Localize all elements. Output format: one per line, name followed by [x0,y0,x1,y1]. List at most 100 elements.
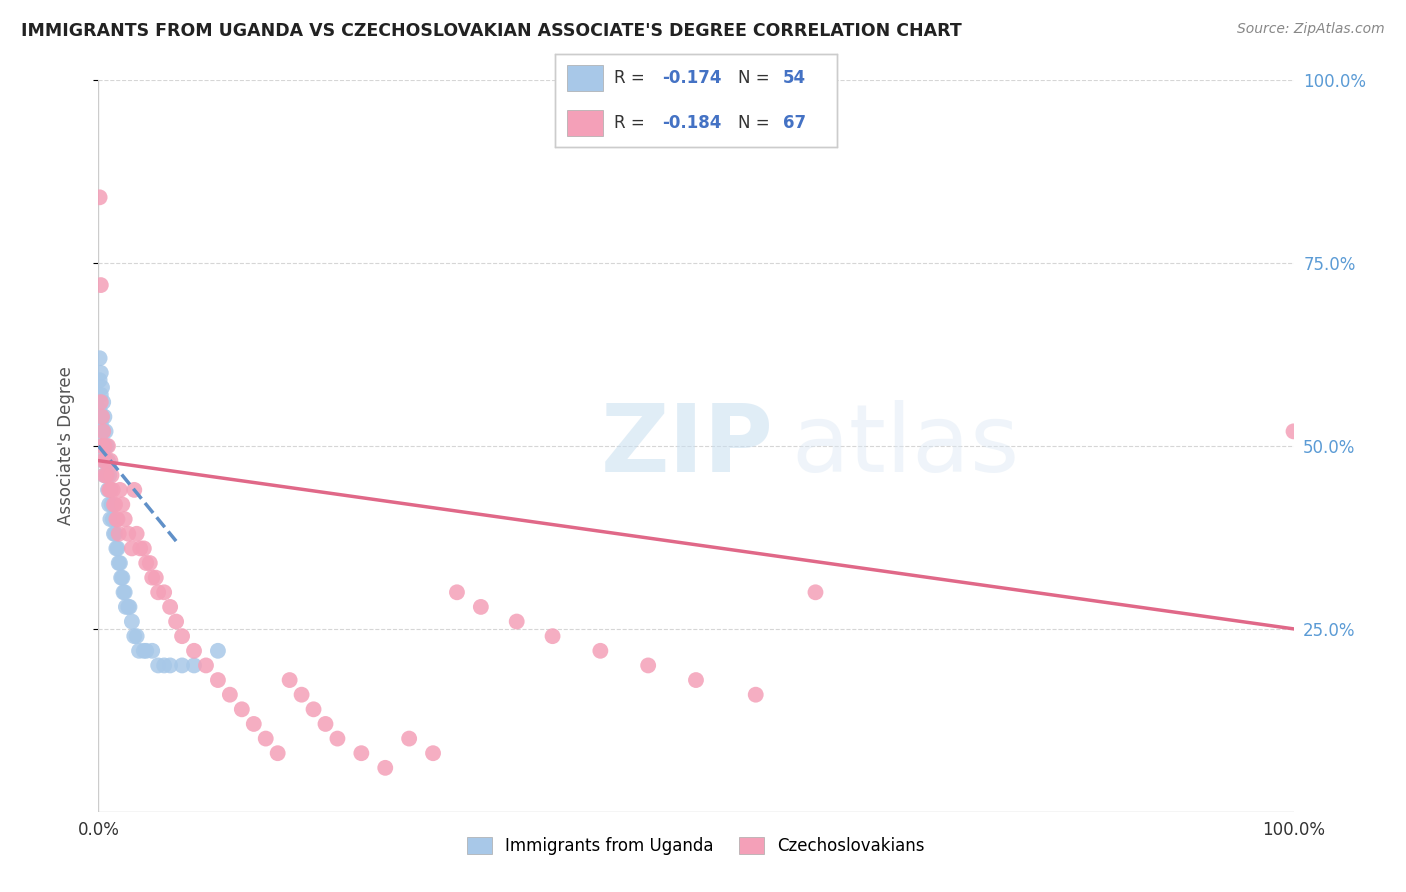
Text: 67: 67 [783,114,806,132]
Point [804,585,827,599]
Point [118,599,141,614]
Point [219,688,242,702]
Point [125,526,148,541]
Point [101,512,124,526]
Point [90,388,112,402]
Point [107,512,129,526]
Point [91,439,114,453]
Point [135,556,157,570]
Point [153,585,176,599]
Point [231,702,253,716]
Point [125,629,148,643]
Point [398,731,420,746]
Text: Source: ZipAtlas.com: Source: ZipAtlas.com [1237,22,1385,37]
Point [97,453,120,467]
Point [108,483,131,497]
Point [108,556,131,570]
Point [98,483,122,497]
Text: -0.184: -0.184 [662,114,721,132]
Point [91,409,114,424]
Point [172,629,194,643]
Point [98,453,122,467]
Point [1282,425,1305,439]
Point [148,585,170,599]
Text: N =: N = [738,69,775,87]
Point [139,556,162,570]
Point [89,351,111,366]
Point [91,395,114,409]
Point [91,425,114,439]
Point [98,483,121,497]
Bar [567,110,603,136]
Point [93,439,115,453]
Point [422,746,444,760]
Point [148,658,170,673]
Point [124,629,146,643]
Point [103,526,125,541]
Point [89,190,111,204]
Point [132,541,155,556]
Point [129,541,152,556]
Point [90,395,112,409]
Point [685,673,707,687]
Point [93,468,115,483]
Point [91,409,114,424]
Point [89,402,111,417]
Point [107,541,129,556]
Point [195,658,218,673]
Point [374,761,396,775]
Point [207,673,229,687]
Point [159,599,181,614]
Point [90,366,112,380]
Point [506,615,529,629]
Point [98,512,122,526]
Point [165,615,187,629]
Point [91,425,114,439]
Point [243,717,266,731]
Point [183,658,205,673]
Point [100,468,122,483]
Text: ZIP: ZIP [600,400,773,492]
Point [111,498,134,512]
Point [107,556,129,570]
Point [121,541,143,556]
Text: R =: R = [614,114,651,132]
Point [97,483,120,497]
Point [745,688,768,702]
Point [117,526,139,541]
Text: R =: R = [614,69,651,87]
Point [90,417,112,431]
Point [89,373,111,387]
Point [98,483,122,497]
Point [153,658,176,673]
Point [104,526,127,541]
Point [132,644,155,658]
Point [93,439,115,453]
Point [91,439,114,453]
Point [254,731,277,746]
Point [637,658,659,673]
Point [103,498,125,512]
Point [96,439,118,453]
Point [91,453,114,467]
Point [124,483,146,497]
Y-axis label: Associate's Degree: Associate's Degree [56,367,75,525]
Point [91,380,114,394]
Point [302,702,325,716]
Point [105,541,128,556]
Point [128,644,150,658]
Point [114,585,136,599]
Point [291,688,314,702]
Point [135,644,157,658]
Point [589,644,612,658]
Point [121,615,143,629]
Point [96,468,118,483]
Point [111,571,134,585]
Point [145,571,167,585]
Legend: Immigrants from Uganda, Czechoslovakians: Immigrants from Uganda, Czechoslovakians [461,830,931,862]
Point [94,425,117,439]
Point [183,644,205,658]
Point [90,278,112,293]
Point [267,746,290,760]
Text: N =: N = [738,114,775,132]
